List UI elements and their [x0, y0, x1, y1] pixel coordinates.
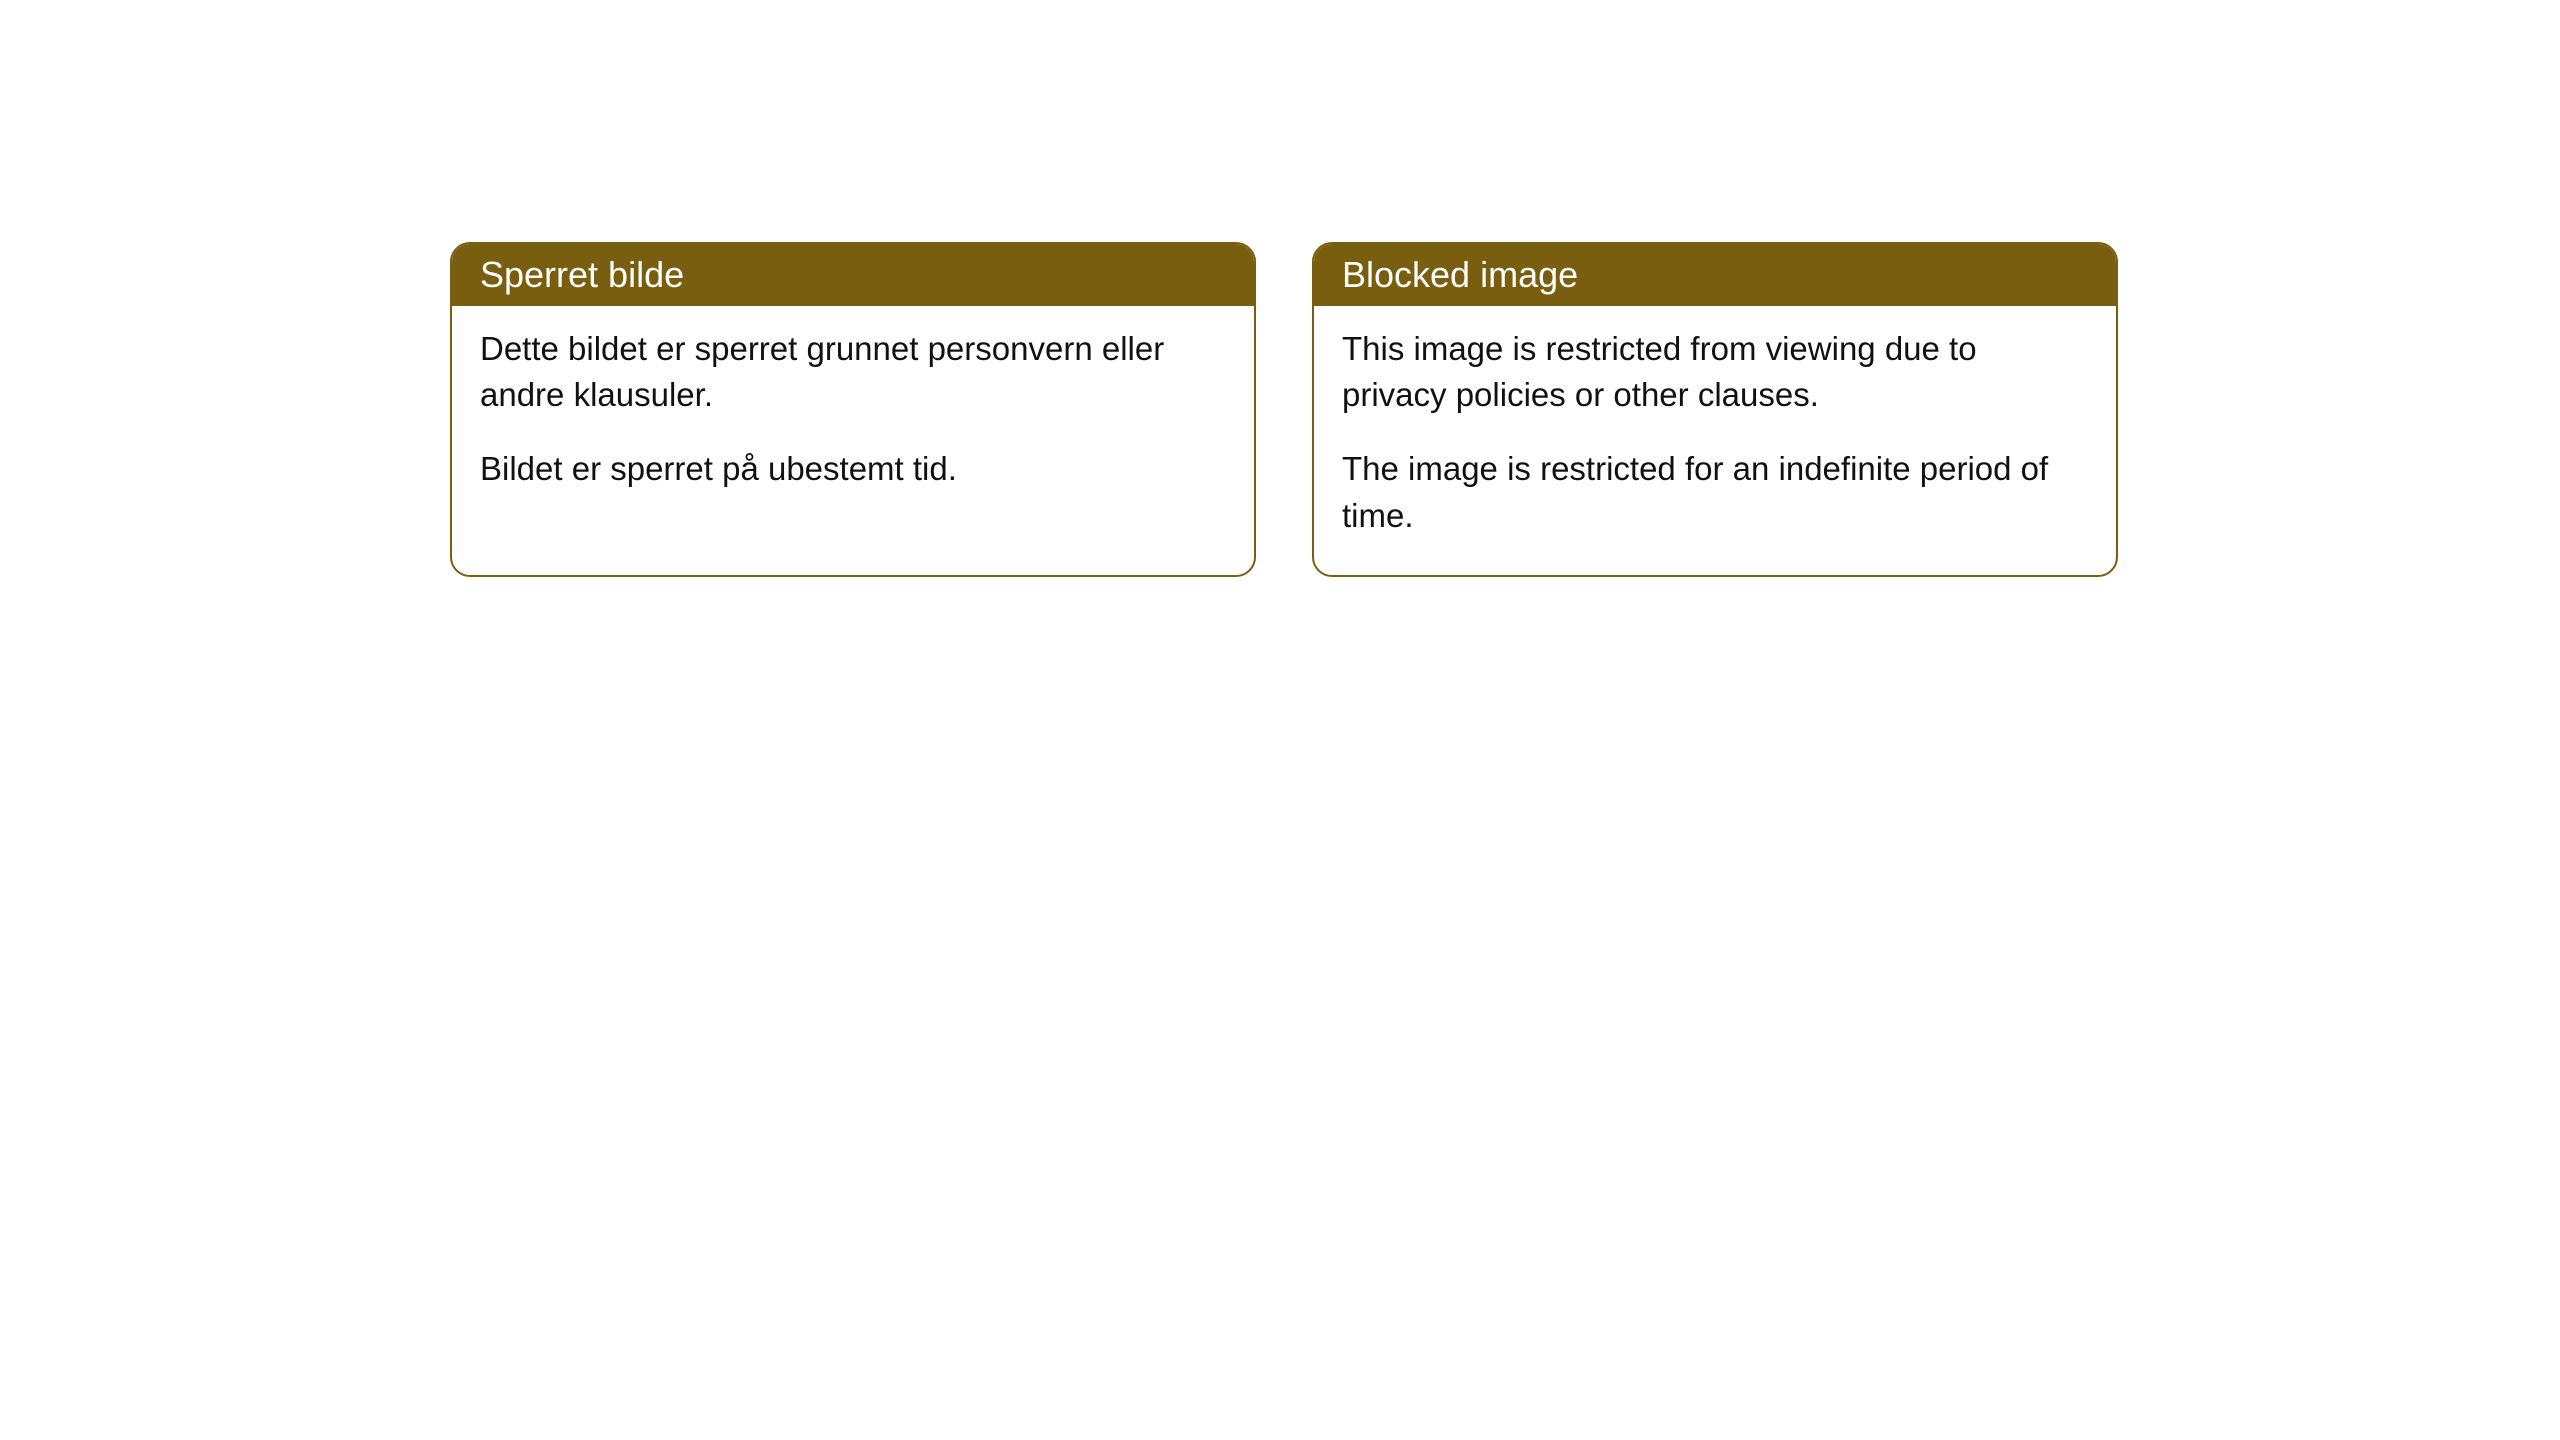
card-header-no: Sperret bilde [452, 244, 1254, 306]
card-body-en: This image is restricted from viewing du… [1314, 306, 2116, 575]
card-paragraph: The image is restricted for an indefinit… [1342, 446, 2088, 538]
card-paragraph: Bildet er sperret på ubestemt tid. [480, 446, 1226, 492]
card-paragraph: This image is restricted from viewing du… [1342, 326, 2088, 418]
card-header-en: Blocked image [1314, 244, 2116, 306]
blocked-image-card-en: Blocked image This image is restricted f… [1312, 242, 2118, 577]
cards-container: Sperret bilde Dette bildet er sperret gr… [450, 242, 2118, 577]
blocked-image-card-no: Sperret bilde Dette bildet er sperret gr… [450, 242, 1256, 577]
card-paragraph: Dette bildet er sperret grunnet personve… [480, 326, 1226, 418]
card-body-no: Dette bildet er sperret grunnet personve… [452, 306, 1254, 529]
